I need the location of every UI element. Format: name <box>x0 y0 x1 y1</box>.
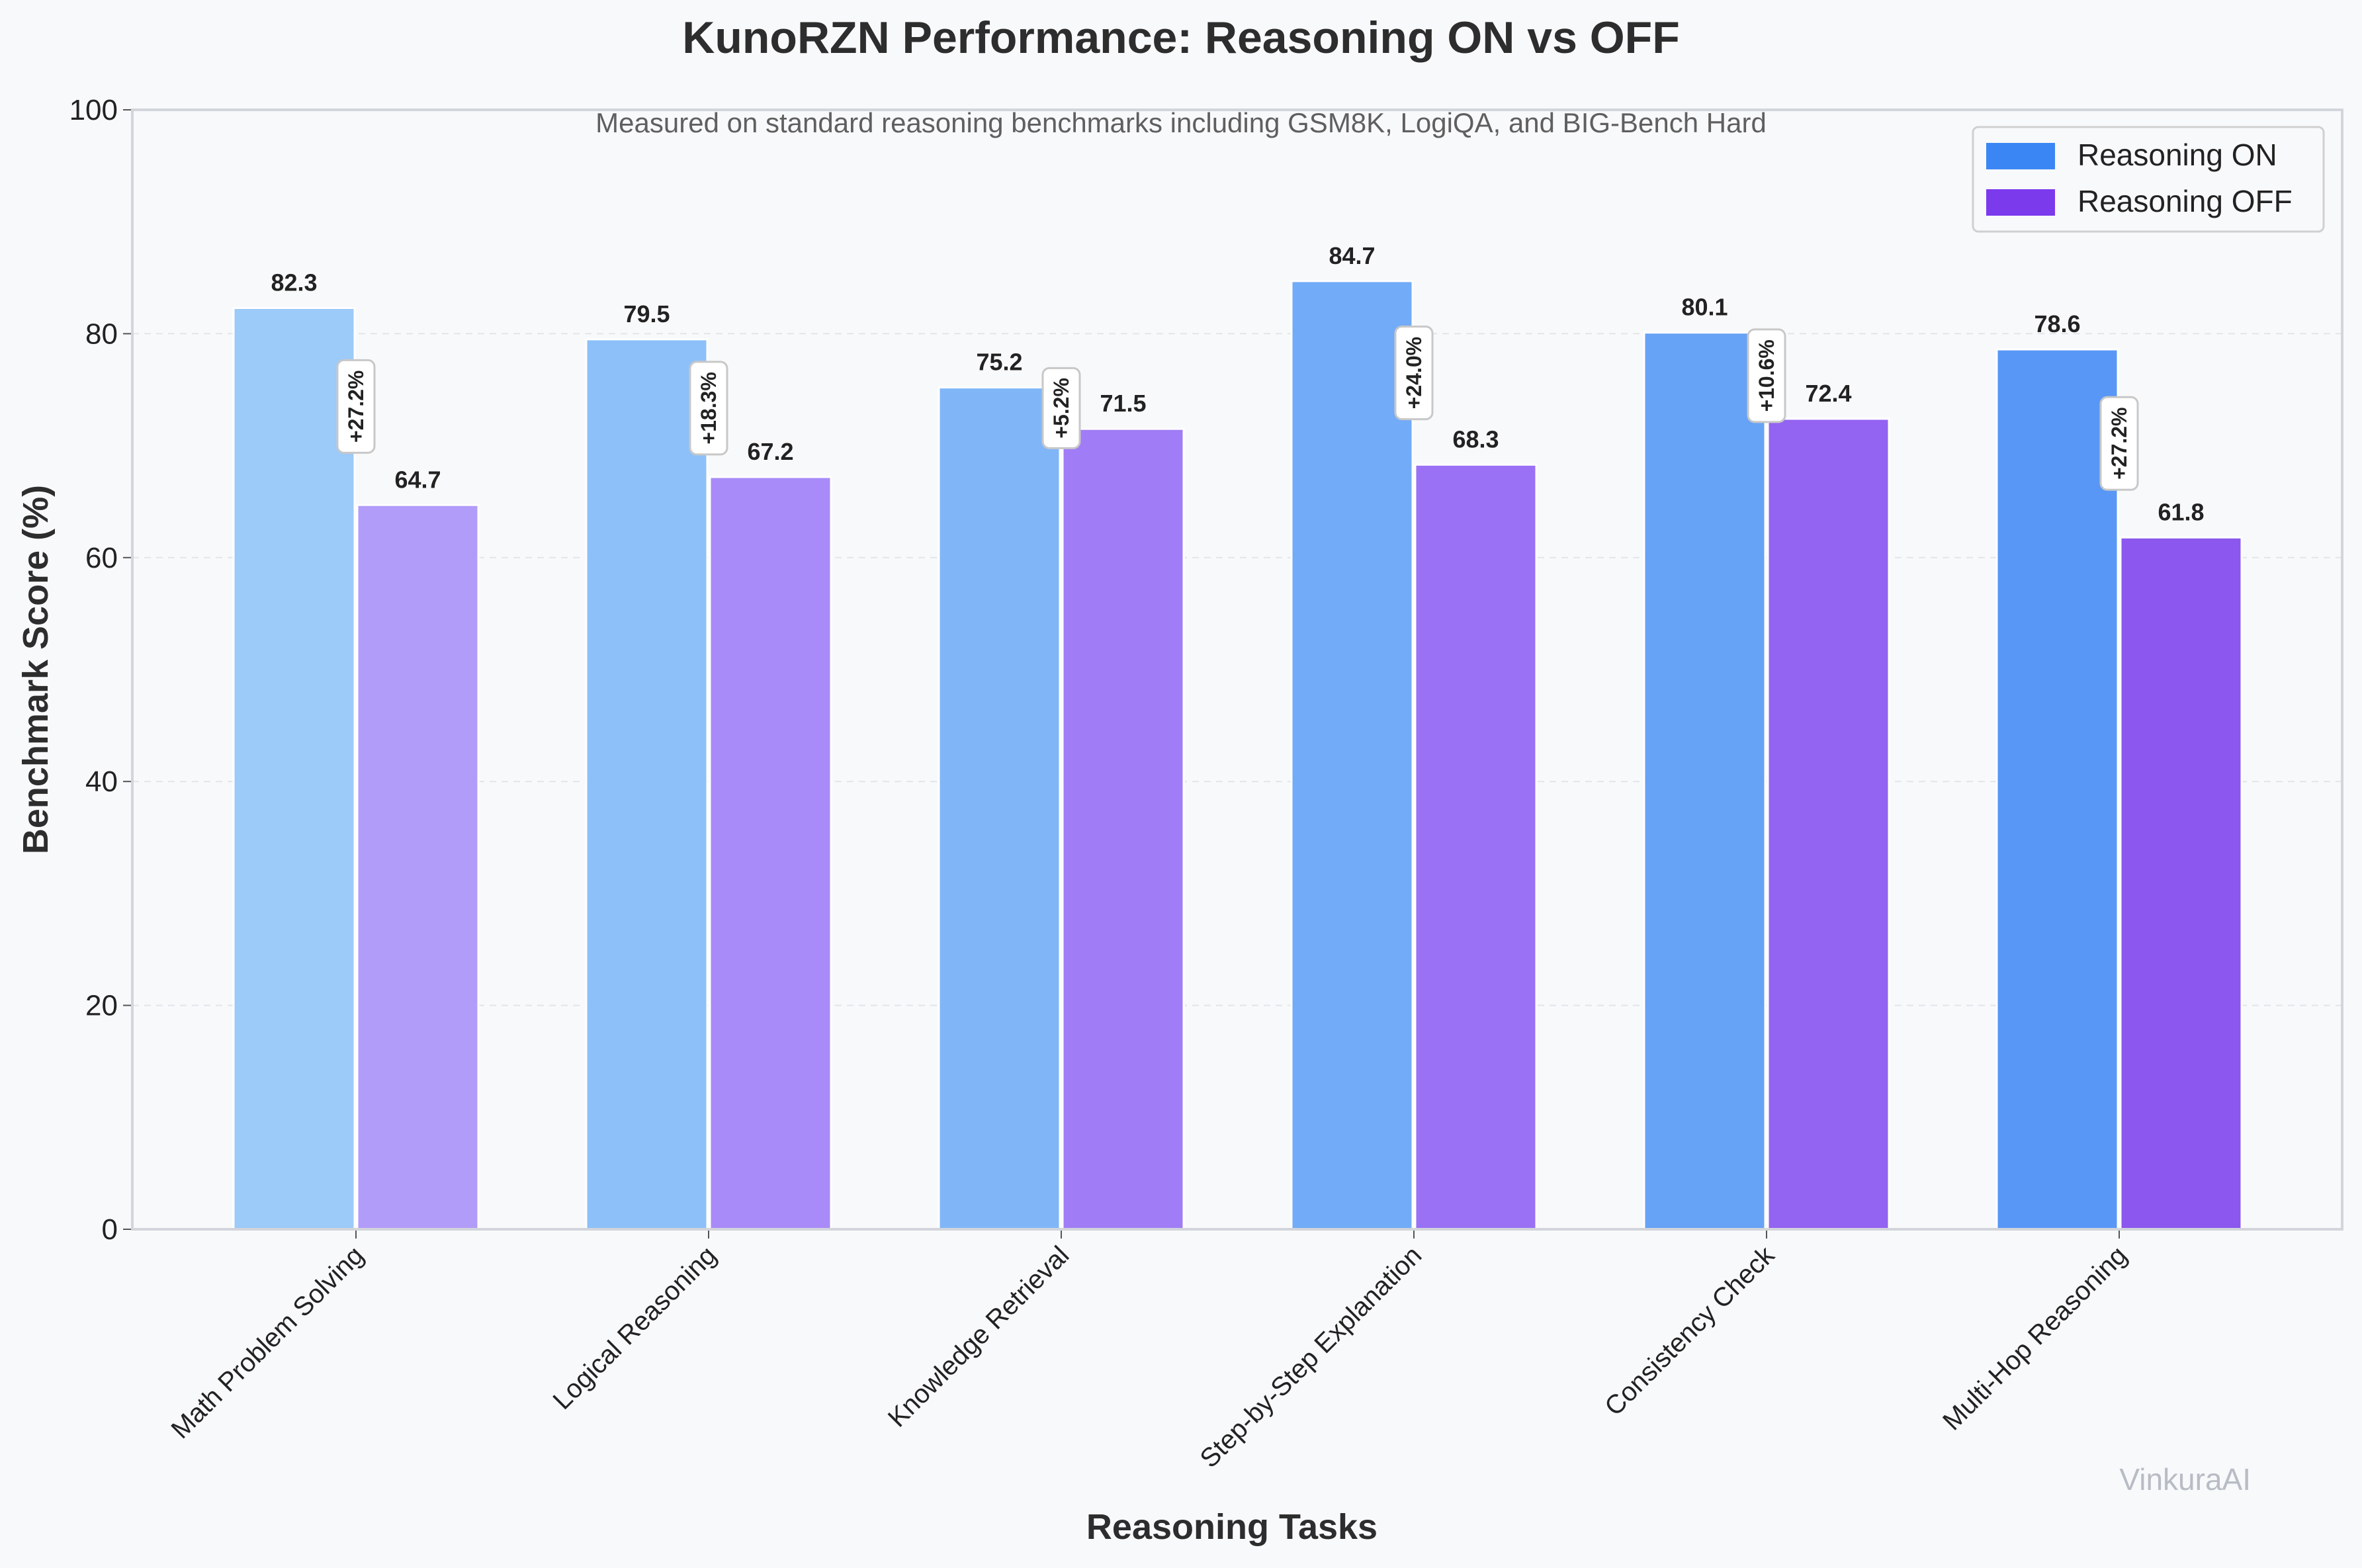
y-axis-label: Benchmark Score (%) <box>16 485 56 854</box>
improvement-badge: +5.2% <box>1041 367 1081 449</box>
y-tick-label: 40 <box>85 765 118 798</box>
improvement-badge-box <box>689 361 728 456</box>
y-tick-label: 60 <box>85 542 118 574</box>
improvement-badge: +27.2% <box>336 359 376 454</box>
value-label-on: 78.6 <box>2034 310 2080 337</box>
legend-swatch <box>1986 189 2055 216</box>
improvement-badge-box <box>1041 367 1081 449</box>
improvement-badge-box <box>2099 396 2139 491</box>
legend: Reasoning ON Reasoning OFF <box>1972 126 2325 233</box>
value-label-on: 80.1 <box>1681 294 1728 321</box>
y-tick-label: 0 <box>102 1213 118 1246</box>
x-axis-label: Reasoning Tasks <box>1086 1507 1378 1547</box>
improvement-badge: +10.6% <box>1747 328 1786 423</box>
bar-reasoning-on <box>1643 331 1767 1231</box>
bar-reasoning-off <box>1061 427 1185 1231</box>
value-label-on: 84.7 <box>1329 242 1375 269</box>
improvement-badge: +18.3% <box>689 361 728 456</box>
legend-swatch <box>1986 143 2055 169</box>
y-tick-label: 20 <box>85 990 118 1022</box>
improvement-badge: +27.2% <box>2099 396 2139 491</box>
value-label-off: 61.8 <box>2158 498 2204 525</box>
y-tick-label: 100 <box>69 94 118 126</box>
plot-background <box>132 110 2342 1229</box>
chart-subtitle: Measured on standard reasoning benchmark… <box>595 107 1767 138</box>
improvement-label: +27.2% <box>2107 408 2131 480</box>
value-label-on: 82.3 <box>271 269 317 296</box>
value-label-off: 67.2 <box>747 438 793 465</box>
improvement-label: +27.2% <box>344 370 368 443</box>
legend-entry-label: Reasoning OFF <box>2078 184 2293 218</box>
improvement-badge-box <box>336 359 376 454</box>
value-label-off: 64.7 <box>394 466 441 493</box>
bar-reasoning-off <box>2119 536 2243 1231</box>
improvement-label: +24.0% <box>1402 337 1426 409</box>
improvement-badge-box <box>1747 328 1786 423</box>
bar-reasoning-off <box>1767 417 1890 1231</box>
value-label-off: 72.4 <box>1805 380 1851 407</box>
bar-reasoning-on <box>1995 348 2119 1231</box>
improvement-badge: +24.0% <box>1394 326 1434 421</box>
chart-title: KunoRZN Performance: Reasoning ON vs OFF <box>682 13 1680 63</box>
improvement-label: +10.6% <box>1755 339 1778 412</box>
improvement-label: +18.3% <box>697 372 721 444</box>
bar-reasoning-on <box>938 386 1061 1231</box>
bar-reasoning-off <box>709 476 832 1231</box>
value-label-off: 68.3 <box>1452 425 1499 453</box>
y-tick-label: 80 <box>85 318 118 350</box>
bar-reasoning-off <box>1414 463 1538 1231</box>
improvement-label: +5.2% <box>1049 378 1073 439</box>
watermark: VinkuraAI <box>2119 1462 2251 1497</box>
bar-reasoning-on <box>1290 280 1414 1231</box>
bar-reasoning-on <box>232 306 356 1231</box>
plot-frame <box>131 109 2343 1231</box>
value-label-on: 79.5 <box>623 300 670 327</box>
bar-reasoning-off <box>356 503 480 1231</box>
legend-entry-label: Reasoning ON <box>2078 138 2277 172</box>
improvement-badge-box <box>1394 326 1434 421</box>
value-label-on: 75.2 <box>976 349 1022 376</box>
value-label-off: 71.5 <box>1100 390 1146 417</box>
bar-reasoning-on <box>585 338 709 1231</box>
legend-box <box>1972 126 2325 233</box>
